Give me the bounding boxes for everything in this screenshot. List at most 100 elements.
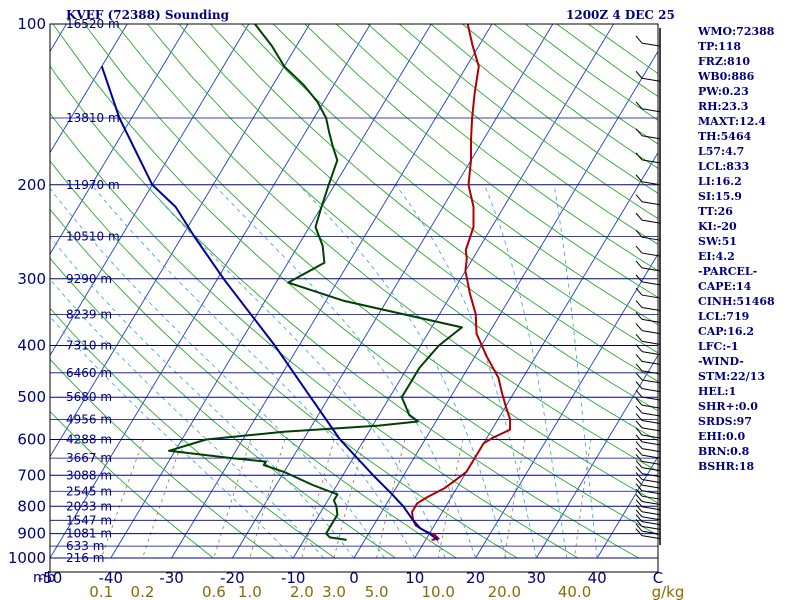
wind-barb: [641, 525, 661, 530]
mixing-ratio-label: 0.2: [131, 583, 155, 600]
isotherm-line: [50, 24, 128, 154]
wind-barb-flag: [635, 128, 643, 137]
wind-barb-flag: [635, 397, 643, 406]
wind-barb-flag: [635, 389, 643, 398]
mixing-ratio-label: 0.6: [202, 583, 226, 600]
index-item: STM:22/13: [698, 370, 765, 383]
temperature-tick-label: 40: [588, 569, 607, 587]
height-label: 3667 m: [66, 451, 112, 465]
wind-barb-flag: [635, 454, 643, 462]
mixing-ratio-label: 20.0: [488, 583, 521, 600]
wind-barb: [641, 370, 661, 375]
index-item: LFC:-1: [698, 340, 739, 353]
wind-barb-flag: [635, 372, 643, 381]
wind-barb: [641, 478, 661, 483]
pressure-tick-label: 700: [17, 466, 46, 484]
index-item: FRZ:810: [698, 55, 751, 68]
wind-barb: [641, 473, 661, 478]
height-label: 5680 m: [66, 390, 112, 404]
wind-barb-flag: [635, 70, 643, 79]
isotherm-line: [232, 24, 554, 559]
wind-barb-flag: [635, 494, 643, 502]
wind-barb: [641, 388, 661, 393]
mixing-ratio-label: 0.1: [89, 583, 113, 600]
temperature-tick-label: -40: [99, 569, 124, 587]
index-item: SI:15.9: [698, 190, 742, 203]
wind-barb-flag: [635, 312, 643, 320]
mixing-ratio-label: 10.0: [422, 583, 455, 600]
wind-barb-flag: [635, 274, 643, 283]
isotherm-line: [536, 354, 658, 559]
height-label: 4288 m: [66, 433, 112, 447]
wind-barb: [641, 516, 661, 521]
wind-barb-flag: [635, 194, 643, 203]
temperature-labels: mb-50 -40 -30 -20 -10 0 10 20 30 40 C: [33, 569, 663, 587]
wind-barb-flag: [635, 212, 643, 221]
index-item: KI:-20: [698, 220, 737, 233]
height-label: 6460 m: [66, 366, 112, 380]
wind-barb-flag: [635, 363, 643, 372]
wind-barb-flag: [635, 499, 643, 508]
temperature-tick-label: -30: [159, 569, 184, 587]
trace-parcel: [100, 65, 439, 541]
wind-barb-flag: [635, 287, 643, 296]
wind-barb-flag: [635, 504, 643, 513]
index-item: -WIND-: [698, 355, 744, 368]
pressure-tick-label: 400: [17, 337, 46, 355]
wind-barb-flag: [635, 300, 643, 308]
temperature-tick-label: -20: [220, 569, 245, 587]
index-item: -PARCEL-: [698, 265, 758, 278]
wind-barb-flag: [635, 323, 643, 331]
pressure-tick-label: 1000: [8, 549, 46, 567]
wind-barb: [641, 441, 661, 446]
index-item: BRN:0.8: [698, 445, 750, 458]
wind-barb-flag: [635, 354, 643, 362]
temperature-tick-label: 0: [349, 569, 359, 587]
wind-barb: [641, 460, 661, 465]
isotherm-line: [475, 253, 658, 559]
height-label: 633 m: [66, 539, 104, 553]
wind-barb-flag: [635, 514, 643, 522]
mixing-ratio-label: 1.0: [238, 583, 262, 600]
mixing-ratio-line: [301, 439, 335, 559]
wind-barb: [641, 219, 661, 224]
index-item: SHR+:0.0: [698, 400, 758, 413]
index-item: EHI:0.0: [698, 430, 746, 443]
index-item: PW:0.23: [698, 85, 749, 98]
wind-barb-flag: [635, 483, 643, 492]
index-item: TH:5464: [698, 130, 752, 143]
height-label: 4956 m: [66, 412, 112, 426]
wind-barb: [641, 490, 661, 495]
height-label: 3088 m: [66, 468, 112, 482]
mixing-ratio-label: g/kg: [652, 583, 685, 600]
index-item: L57:4.7: [698, 145, 745, 158]
wind-barb: [641, 77, 661, 82]
index-item: EI:4.2: [698, 250, 735, 263]
index-item: HEL:1: [698, 385, 737, 398]
index-item: TP:118: [698, 40, 742, 53]
wind-barb-flag: [635, 101, 643, 110]
mixing-ratio-line: [249, 439, 286, 559]
temperature-axis-unit: mb: [33, 570, 56, 586]
wind-barb: [641, 379, 661, 384]
trace-dewpoint: [168, 24, 463, 541]
wind-barb: [641, 484, 661, 489]
height-label: 2033 m: [66, 499, 112, 513]
wind-barb: [641, 252, 661, 257]
wind-barb-flag: [635, 381, 643, 389]
wind-barb-flag: [635, 472, 643, 480]
wind-barb-flag: [635, 427, 643, 436]
index-item: CINH:51468: [698, 295, 775, 308]
wind-barb-flag: [635, 152, 643, 161]
pressure-tick-label: 800: [17, 497, 46, 515]
wind-barb: [641, 108, 661, 113]
moist-adiabat-line: [483, 184, 568, 559]
wind-barb-flag: [635, 245, 643, 254]
wind-barb-flag: [635, 523, 643, 532]
wind-barb: [641, 281, 661, 286]
wind-barb-flag: [635, 460, 643, 468]
wind-barb-flag: [635, 420, 643, 429]
mixing-ratio-line: [376, 439, 406, 559]
isotherm-line: [110, 24, 432, 559]
